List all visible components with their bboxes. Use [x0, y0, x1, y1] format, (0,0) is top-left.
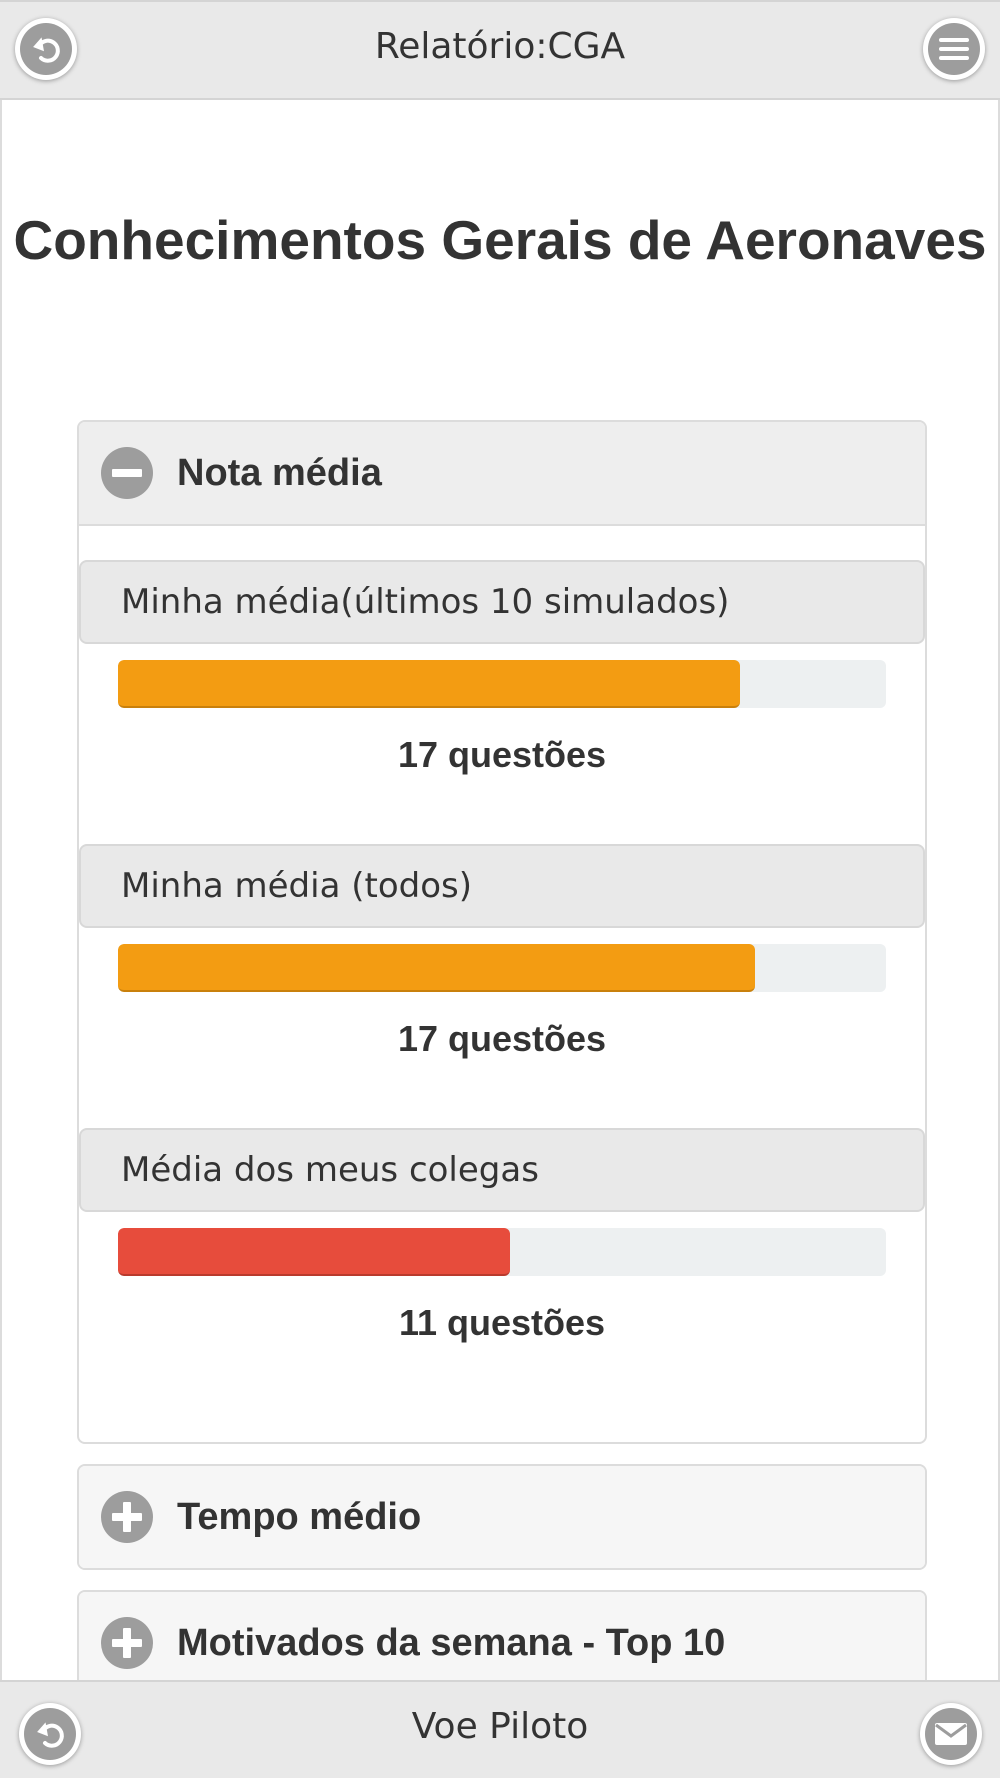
progress-fill-last10 [118, 660, 741, 708]
hamburger-menu-icon [928, 23, 980, 75]
section-nota-media: Nota média Minha média(últimos 10 simula… [77, 420, 927, 1444]
collapse-minus-icon [101, 447, 153, 499]
mail-icon [925, 1708, 977, 1760]
progress-fill-all [118, 944, 756, 992]
header-bar: Relatório:CGA [0, 0, 1000, 100]
count-last10: 17 questões [397, 734, 607, 775]
progress-bar-colleagues [118, 1228, 886, 1276]
stat-label-colleagues: Média dos meus colegas [79, 1128, 925, 1212]
progress-bar-last10 [118, 660, 886, 708]
back-arrow-icon [20, 23, 72, 75]
footer-title: Voe Piloto [411, 1706, 589, 1747]
section-top10-header[interactable]: Motivados da semana - Top 10 [79, 1592, 925, 1680]
footer-back-button[interactable] [19, 1703, 81, 1765]
expand-plus-icon [101, 1491, 153, 1543]
count-all: 17 questões [397, 1018, 607, 1059]
section-tempo-medio-header[interactable]: Tempo médio [79, 1466, 925, 1568]
count-colleagues: 11 questões [398, 1302, 606, 1343]
section-tempo-medio: Tempo médio [77, 1464, 927, 1570]
section-top10: Motivados da semana - Top 10 [77, 1590, 927, 1680]
back-arrow-icon [24, 1708, 76, 1760]
content-area: Conhecimentos Gerais de Aeronaves Nota m… [0, 100, 1000, 1680]
progress-fill-colleagues [118, 1228, 510, 1276]
section-tempo-medio-label: Tempo médio [177, 1496, 422, 1538]
footer-bar: Voe Piloto [0, 1680, 1000, 1778]
section-top10-label: Motivados da semana - Top 10 [177, 1622, 726, 1664]
stat-label-all: Minha média (todos) [79, 844, 925, 928]
header-back-button[interactable] [15, 18, 77, 80]
expand-plus-icon [101, 1617, 153, 1669]
header-title: Relatório:CGA [374, 26, 626, 67]
progress-bar-all [118, 944, 886, 992]
footer-mail-button[interactable] [920, 1703, 982, 1765]
section-nota-media-header[interactable]: Nota média [79, 422, 925, 526]
stat-label-last10: Minha média(últimos 10 simulados) [79, 560, 925, 644]
header-menu-button[interactable] [923, 18, 985, 80]
page-title: Conhecimentos Gerais de Aeronaves [13, 209, 987, 271]
section-nota-media-label: Nota média [177, 452, 382, 494]
